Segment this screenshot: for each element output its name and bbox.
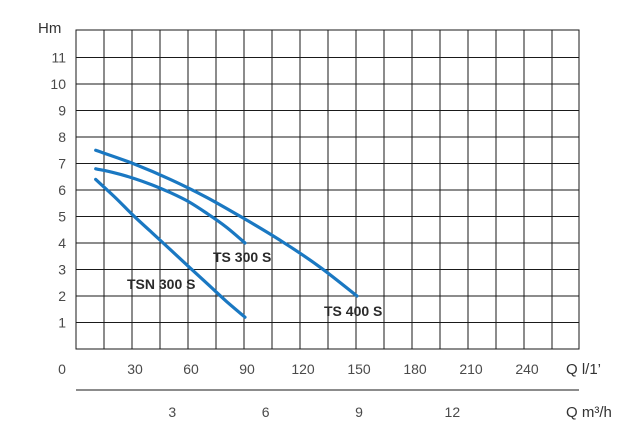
x-tick-label-primary: 150: [347, 361, 371, 377]
y-tick-label: 10: [50, 76, 66, 92]
y-tick-label: 1: [58, 315, 66, 331]
curve-ts-400-s: [94, 148, 359, 298]
y-tick-label: 11: [51, 50, 66, 66]
x-tick-label-primary: 0: [58, 361, 66, 377]
y-tick-label: 7: [58, 156, 66, 172]
y-tick-label: 5: [58, 209, 66, 225]
x-tick-label-secondary: 12: [445, 404, 461, 420]
x-tick-labels-primary: 0 30 60 90 120 150 180 210 240: [58, 361, 539, 377]
x-tick-label-secondary: 9: [355, 404, 363, 420]
y-tick-label: 3: [58, 262, 66, 278]
series-label-ts-300-s: TS 300 S: [213, 249, 271, 265]
y-tick-label: 2: [58, 288, 66, 304]
x-tick-label-primary: 120: [291, 361, 315, 377]
y-axis-title: Hm: [38, 20, 61, 37]
y-tick-label: 6: [58, 182, 66, 198]
x-tick-label-primary: 60: [183, 361, 199, 377]
x-tick-label-secondary: 3: [168, 404, 176, 420]
grid: [76, 30, 579, 349]
curve-tsn-300-s: [94, 177, 247, 319]
x-tick-label-secondary: 6: [262, 404, 270, 420]
x-tick-label-primary: 210: [459, 361, 483, 377]
y-tick-label: 8: [58, 129, 66, 145]
x-tick-label-primary: 30: [127, 361, 143, 377]
y-tick-labels: 1 2 3 4 5 6 7 8 9 10 11: [50, 50, 66, 331]
plot-frame: [75, 29, 580, 350]
series-label-tsn-300-s: TSN 300 S: [127, 276, 195, 292]
x-axis-title-primary: Q l/1’: [566, 361, 601, 378]
x-tick-label-primary: 240: [515, 361, 539, 377]
x-tick-labels-secondary: 3 6 9 12: [168, 404, 460, 420]
curves: [94, 148, 359, 319]
y-tick-label: 9: [58, 103, 66, 119]
series-label-ts-400-s: TS 400 S: [324, 303, 382, 319]
x-tick-label-primary: 180: [403, 361, 427, 377]
curve-ts-300-s: [94, 167, 247, 245]
y-tick-label: 4: [58, 235, 66, 251]
x-axis-title-secondary: Q m³/h: [566, 404, 612, 421]
x-tick-label-primary: 90: [239, 361, 255, 377]
